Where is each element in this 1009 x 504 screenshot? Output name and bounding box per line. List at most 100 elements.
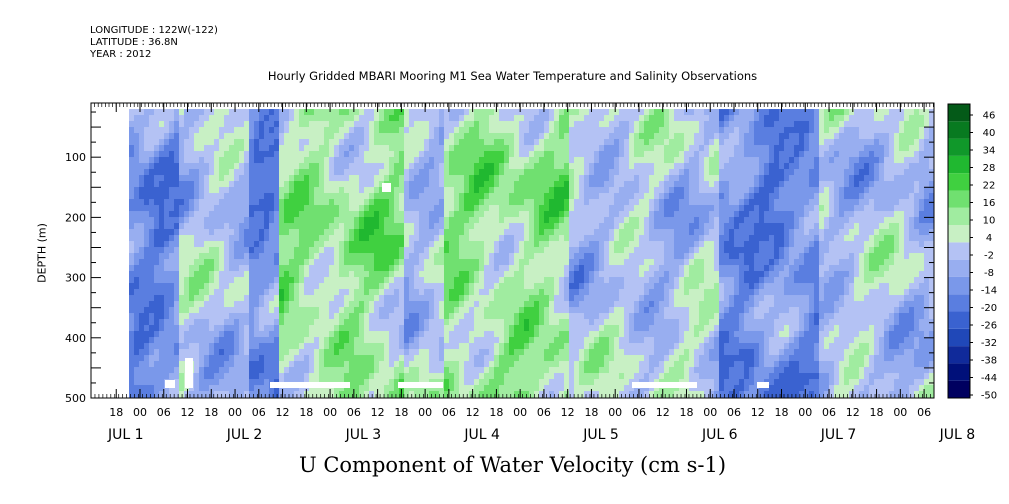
- heatmap-cell: [344, 313, 350, 320]
- heatmap-cell: [379, 151, 385, 158]
- heatmap-cell: [524, 319, 530, 326]
- heatmap-cell: [314, 325, 320, 332]
- heatmap-cell: [354, 295, 360, 302]
- heatmap-cell: [309, 175, 315, 182]
- heatmap-cell: [444, 229, 450, 236]
- heatmap-cell: [584, 199, 590, 206]
- heatmap-cell: [524, 229, 530, 236]
- heatmap-cell: [609, 337, 615, 344]
- heatmap-cell: [499, 187, 505, 194]
- heatmap-cell: [259, 271, 265, 278]
- heatmap-cell: [489, 211, 495, 218]
- heatmap-cell: [594, 181, 600, 188]
- heatmap-cell: [609, 277, 615, 284]
- heatmap-cell: [484, 337, 490, 344]
- heatmap-cell: [539, 181, 545, 188]
- heatmap-cell: [129, 277, 135, 284]
- heatmap-cell: [299, 391, 305, 398]
- heatmap-cell: [314, 109, 320, 116]
- heatmap-cell: [599, 259, 605, 266]
- heatmap-cell: [279, 169, 285, 176]
- heatmap-cell: [269, 193, 275, 200]
- heatmap-cell: [419, 187, 425, 194]
- heatmap-cell: [364, 229, 370, 236]
- heatmap-cell: [244, 385, 250, 392]
- heatmap-cell: [474, 157, 480, 164]
- heatmap-cell: [474, 325, 480, 332]
- heatmap-cell: [299, 223, 305, 230]
- heatmap-cell: [349, 241, 355, 248]
- heatmap-cell: [429, 331, 435, 338]
- heatmap-cell: [244, 235, 250, 242]
- heatmap-cell: [354, 217, 360, 224]
- heatmap-cell: [279, 193, 285, 200]
- heatmap-cell: [519, 325, 525, 332]
- heatmap-cell: [249, 109, 255, 116]
- heatmap-cell: [464, 181, 470, 188]
- heatmap-cell: [164, 253, 170, 260]
- heatmap-cell: [494, 331, 500, 338]
- heatmap-cell: [629, 295, 635, 302]
- heatmap-cell: [539, 121, 545, 128]
- heatmap-cell: [224, 127, 230, 134]
- heatmap-cell: [624, 367, 630, 374]
- heatmap-cell: [274, 355, 280, 362]
- heatmap-cell: [424, 151, 430, 158]
- heatmap-cell: [444, 151, 450, 158]
- heatmap-cell: [139, 199, 145, 206]
- heatmap-cell: [209, 241, 215, 248]
- heatmap-cell: [259, 301, 265, 308]
- heatmap-cell: [419, 157, 425, 164]
- heatmap-cell: [229, 307, 235, 314]
- heatmap-cell: [604, 187, 610, 194]
- heatmap-cell: [644, 169, 650, 176]
- heatmap-cell: [534, 301, 540, 308]
- heatmap-cell: [214, 379, 220, 386]
- heatmap-cell: [629, 175, 635, 182]
- heatmap-cell: [364, 289, 370, 296]
- heatmap-cell: [354, 259, 360, 266]
- heatmap-cell: [444, 217, 450, 224]
- heatmap-cell: [269, 211, 275, 218]
- heatmap-cell: [229, 391, 235, 398]
- heatmap-cell: [554, 349, 560, 356]
- heatmap-cell: [169, 223, 175, 230]
- heatmap-cell: [384, 223, 390, 230]
- heatmap-cell: [129, 175, 135, 182]
- heatmap-cell: [459, 337, 465, 344]
- heatmap-cell: [354, 355, 360, 362]
- heatmap-cell: [364, 163, 370, 170]
- heatmap-cell: [604, 283, 610, 290]
- heatmap-cell: [539, 133, 545, 140]
- heatmap-cell: [624, 187, 630, 194]
- heatmap-cell: [184, 121, 190, 128]
- heatmap-cell: [414, 391, 420, 398]
- heatmap-cell: [364, 115, 370, 122]
- heatmap-cell: [444, 379, 450, 386]
- heatmap-cell: [434, 343, 440, 350]
- heatmap-cell: [144, 169, 150, 176]
- heatmap-cell: [329, 211, 335, 218]
- heatmap-cell: [224, 145, 230, 152]
- heatmap-cell: [549, 259, 555, 266]
- heatmap-cell: [474, 169, 480, 176]
- heatmap-cell: [264, 217, 270, 224]
- heatmap-cell: [369, 229, 375, 236]
- heatmap-cell: [594, 385, 600, 392]
- heatmap-cell: [489, 253, 495, 260]
- heatmap-cell: [339, 163, 345, 170]
- heatmap-cell: [494, 343, 500, 350]
- heatmap-cell: [214, 337, 220, 344]
- heatmap-cell: [569, 319, 575, 326]
- heatmap-cell: [184, 247, 190, 254]
- heatmap-cell: [219, 241, 225, 248]
- heatmap-cell: [599, 205, 605, 212]
- heatmap-cell: [564, 145, 570, 152]
- heatmap-cell: [559, 385, 565, 392]
- heatmap-cell: [584, 187, 590, 194]
- heatmap-cell: [369, 157, 375, 164]
- heatmap-cell: [339, 157, 345, 164]
- heatmap-cell: [494, 325, 500, 332]
- heatmap-cell: [404, 241, 410, 248]
- heatmap-cell: [509, 109, 515, 116]
